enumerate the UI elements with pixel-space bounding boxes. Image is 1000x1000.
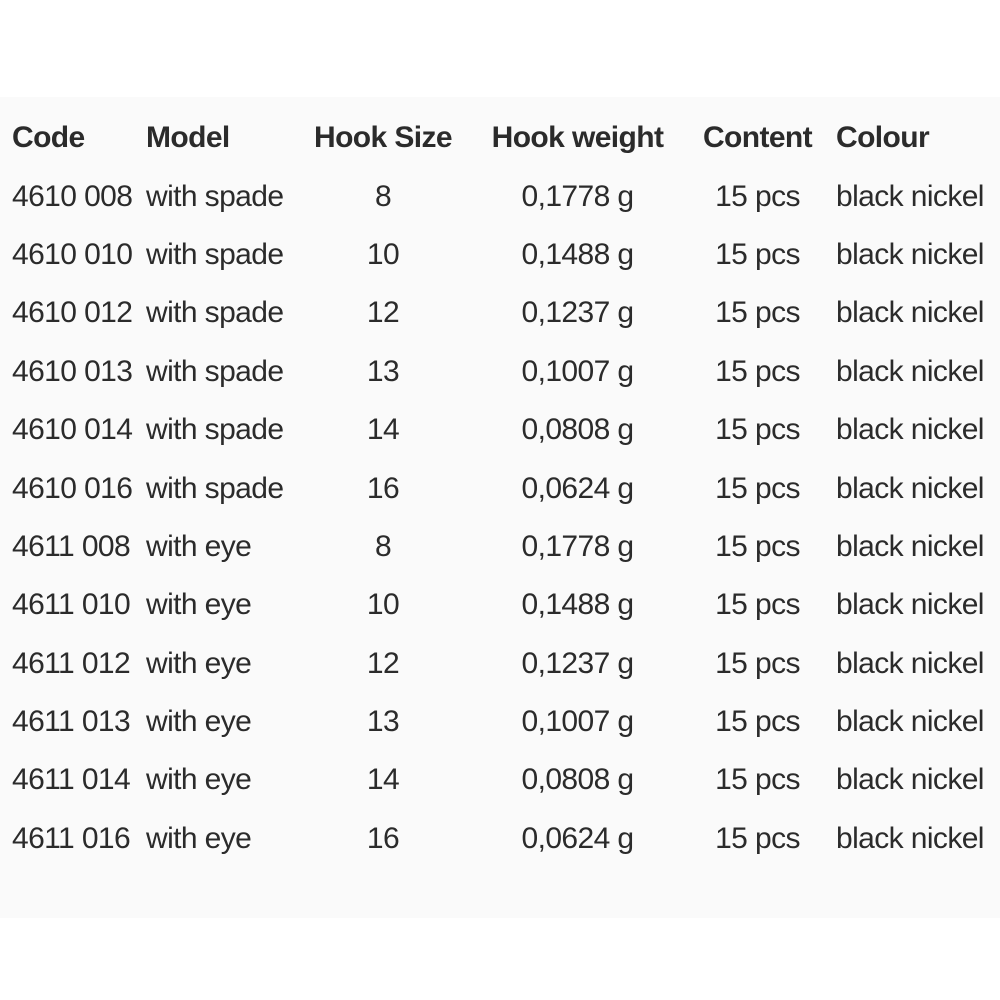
table-row: 4611 010 with eye 10 0,1488 g 15 pcs bla…: [0, 576, 1000, 634]
header-cell-hook-weight: Hook weight: [491, 121, 664, 155]
cell-code: 4611 012: [12, 646, 131, 680]
cell-hook-size: 16: [366, 821, 400, 855]
header-cell-content: Content: [702, 121, 813, 155]
table-row: 4610 014 with spade 14 0,0808 g 15 pcs b…: [0, 401, 1000, 459]
cell-code: 4610 016: [12, 471, 133, 505]
cell-hook-weight: 0,1778 g: [521, 179, 635, 213]
cell-hook-weight: 0,1237 g: [521, 646, 635, 680]
cell-model: with eye: [146, 821, 252, 855]
table-row: 4610 010 with spade 10 0,1488 g 15 pcs b…: [0, 226, 1000, 284]
table-row: 4611 008 with eye 8 0,1778 g 15 pcs blac…: [0, 518, 1000, 576]
header-cell-colour: Colour: [836, 121, 930, 155]
cell-code: 4611 008: [12, 529, 131, 563]
header-cell-model: Model: [146, 121, 230, 155]
cell-model: with spade: [146, 471, 284, 505]
table-header-row: Code Model Hook Size Hook weight Content…: [0, 109, 1000, 167]
table-row: 4611 014 with eye 14 0,0808 g 15 pcs bla…: [0, 751, 1000, 809]
cell-hook-weight: 0,0808 g: [521, 413, 635, 447]
table-body: 4610 008 with spade 8 0,1778 g 15 pcs bl…: [0, 167, 1000, 868]
header-cell-hook-size: Hook Size: [314, 121, 453, 155]
cell-content: 15 pcs: [715, 471, 800, 505]
table-row: 4610 012 with spade 12 0,1237 g 15 pcs b…: [0, 284, 1000, 342]
cell-content: 15 pcs: [715, 296, 800, 330]
cell-hook-size: 12: [366, 296, 400, 330]
cell-model: with spade: [146, 296, 284, 330]
cell-colour: black nickel: [836, 471, 984, 505]
cell-hook-size: 10: [366, 237, 400, 271]
cell-colour: black nickel: [836, 179, 984, 213]
cell-code: 4610 013: [12, 354, 133, 388]
cell-hook-size: 14: [366, 413, 400, 447]
cell-hook-size: 13: [366, 705, 400, 739]
cell-code: 4611 014: [12, 763, 131, 797]
cell-code: 4610 014: [12, 413, 133, 447]
cell-colour: black nickel: [836, 705, 984, 739]
cell-colour: black nickel: [836, 588, 984, 622]
header-cell-code: Code: [12, 121, 85, 155]
cell-hook-size: 8: [374, 529, 392, 563]
cell-model: with spade: [146, 237, 284, 271]
cell-code: 4610 008: [12, 179, 133, 213]
table-row: 4611 013 with eye 13 0,1007 g 15 pcs bla…: [0, 693, 1000, 751]
cell-code: 4611 010: [12, 588, 131, 622]
cell-hook-weight: 0,1007 g: [521, 705, 635, 739]
cell-hook-weight: 0,0624 g: [521, 471, 635, 505]
cell-colour: black nickel: [836, 646, 984, 680]
cell-code: 4611 016: [12, 821, 131, 855]
table-row: 4610 008 with spade 8 0,1778 g 15 pcs bl…: [0, 167, 1000, 225]
cell-hook-weight: 0,0808 g: [521, 763, 635, 797]
cell-model: with eye: [146, 588, 252, 622]
cell-colour: black nickel: [836, 237, 984, 271]
cell-model: with eye: [146, 529, 252, 563]
cell-hook-weight: 0,1488 g: [521, 588, 635, 622]
cell-hook-weight: 0,1778 g: [521, 529, 635, 563]
cell-hook-size: 10: [366, 588, 400, 622]
cell-colour: black nickel: [836, 296, 984, 330]
cell-hook-size: 12: [366, 646, 400, 680]
cell-model: with eye: [146, 705, 252, 739]
hook-spec-table: Code Model Hook Size Hook weight Content…: [0, 109, 1000, 868]
cell-colour: black nickel: [836, 821, 984, 855]
table-row: 4611 012 with eye 12 0,1237 g 15 pcs bla…: [0, 635, 1000, 693]
cell-colour: black nickel: [836, 413, 984, 447]
cell-model: with spade: [146, 179, 284, 213]
cell-content: 15 pcs: [715, 529, 800, 563]
cell-content: 15 pcs: [715, 821, 800, 855]
cell-code: 4610 010: [12, 237, 133, 271]
cell-colour: black nickel: [836, 529, 984, 563]
cell-hook-weight: 0,1007 g: [521, 354, 635, 388]
table-row: 4611 016 with eye 16 0,0624 g 15 pcs bla…: [0, 810, 1000, 868]
cell-hook-weight: 0,1488 g: [521, 237, 635, 271]
cell-content: 15 pcs: [715, 646, 800, 680]
cell-code: 4611 013: [12, 705, 131, 739]
cell-model: with spade: [146, 354, 284, 388]
cell-hook-size: 8: [374, 179, 392, 213]
cell-colour: black nickel: [836, 763, 984, 797]
cell-content: 15 pcs: [715, 413, 800, 447]
cell-hook-size: 13: [366, 354, 400, 388]
cell-content: 15 pcs: [715, 179, 800, 213]
cell-content: 15 pcs: [715, 588, 800, 622]
table-row: 4610 016 with spade 16 0,0624 g 15 pcs b…: [0, 459, 1000, 517]
cell-model: with eye: [146, 763, 252, 797]
cell-content: 15 pcs: [715, 763, 800, 797]
cell-model: with eye: [146, 646, 252, 680]
cell-hook-size: 16: [366, 471, 400, 505]
cell-hook-size: 14: [366, 763, 400, 797]
cell-content: 15 pcs: [715, 705, 800, 739]
cell-model: with spade: [146, 413, 284, 447]
cell-hook-weight: 0,1237 g: [521, 296, 635, 330]
cell-hook-weight: 0,0624 g: [521, 821, 635, 855]
table-background-panel: [0, 97, 1000, 918]
table-row: 4610 013 with spade 13 0,1007 g 15 pcs b…: [0, 343, 1000, 401]
cell-colour: black nickel: [836, 354, 984, 388]
cell-content: 15 pcs: [715, 237, 800, 271]
cell-code: 4610 012: [12, 296, 133, 330]
cell-content: 15 pcs: [715, 354, 800, 388]
